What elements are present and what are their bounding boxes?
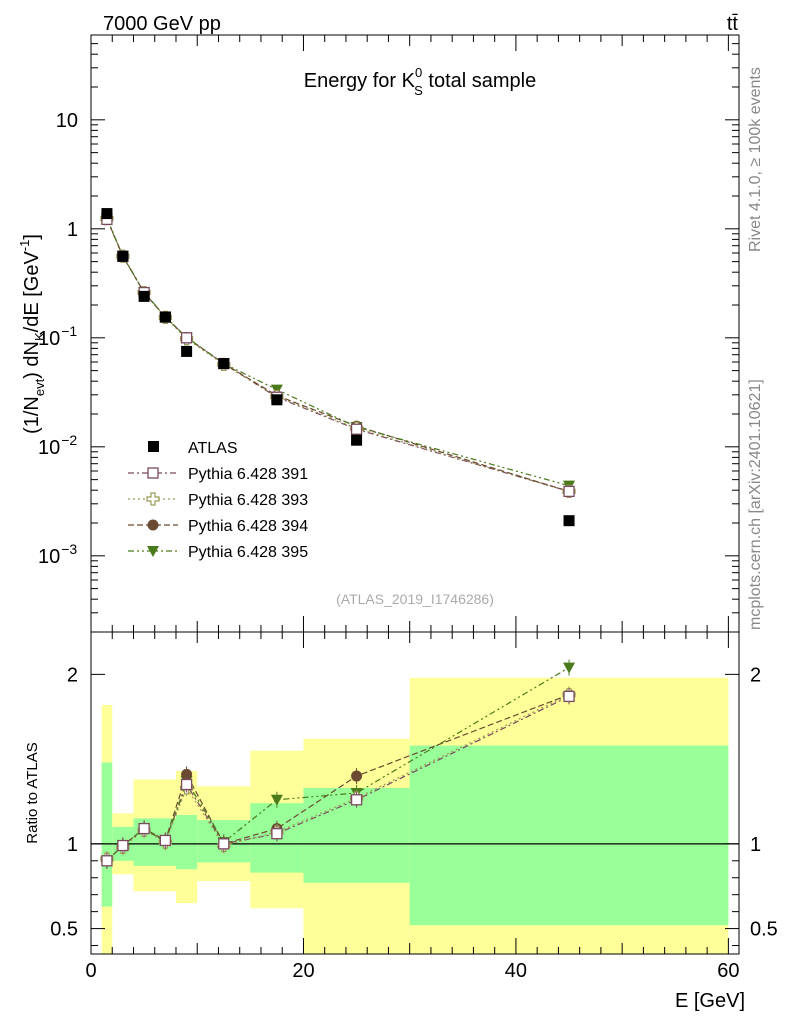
ratio-point-pythia-6-428-391-5 xyxy=(218,838,230,850)
xaxis-label: E [GeV] xyxy=(675,990,745,1012)
point-atlas-4 xyxy=(181,345,193,357)
ratio-panel: 0.5 0.51 12 20 20 40 60 Ratio to ATLAS E [GeV] xyxy=(24,631,778,1012)
ytick-label: 10−1 xyxy=(38,323,77,350)
point-atlas-1 xyxy=(117,250,129,262)
ratio-point-pythia-6-428-391-6 xyxy=(271,828,283,840)
ratio-ylabel: Ratio to ATLAS xyxy=(24,742,41,843)
point-atlas-3 xyxy=(159,311,171,323)
ratio-ytick-label-right: 0.5 xyxy=(750,919,778,941)
main-ytick-labels: 10 1 10−1 10−2 10−3 xyxy=(38,110,78,568)
series-line-pythia-6-428-394 xyxy=(106,218,570,492)
ratio-point-pythia-6-428-391-3 xyxy=(159,834,172,847)
ytick-label: 1 xyxy=(67,219,78,241)
ratio-point-pythia-6-428-391-7 xyxy=(350,794,363,806)
point-pythia-6-428-391-4 xyxy=(180,332,193,344)
ratio-point-pythia-6-428-394-7 xyxy=(351,770,363,782)
ratio-point-pythia-6-428-391-0 xyxy=(101,855,113,867)
ratio-tick-labels: 0.5 0.51 12 20 20 40 60 xyxy=(50,664,778,982)
process-label: tt̄ xyxy=(727,13,739,35)
legend-entry-atlas: ATLAS xyxy=(148,440,238,457)
xtick-label: 20 xyxy=(292,960,314,982)
ratio-ytick-label-left: 2 xyxy=(67,664,78,686)
legend-label-395: Pythia 6.428 395 xyxy=(188,544,308,561)
main-panel: 10 1 10−1 10−2 10−3 Energy for K0 S total sam… xyxy=(17,34,740,633)
ratio-line-pythia-6-428-393 xyxy=(106,694,570,860)
xtick-label: 60 xyxy=(717,960,739,982)
point-atlas-7 xyxy=(351,434,363,446)
legend-label-393: Pythia 6.428 393 xyxy=(188,492,308,509)
ratio-ticks xyxy=(90,632,739,954)
chart-title: Energy for K0 S total sample xyxy=(304,65,536,98)
legend-marker-atlas xyxy=(148,441,159,452)
point-atlas-2 xyxy=(138,290,150,302)
legend-label-391: Pythia 6.428 391 xyxy=(188,466,308,483)
ratio-point-pythia-6-428-391-1 xyxy=(117,839,129,852)
band-green-3 xyxy=(175,815,198,870)
legend-marker-395 xyxy=(147,546,159,557)
ratio-point-pythia-6-428-391-8 xyxy=(563,690,575,703)
legend-label-394: Pythia 6.428 394 xyxy=(188,518,308,535)
point-atlas-0 xyxy=(101,208,113,220)
ratio-ytick-label-right: 1 xyxy=(750,834,761,856)
legend-marker-391 xyxy=(147,467,159,479)
ytick-label: 10 xyxy=(56,110,78,132)
legend: ATLAS Pythia 6.428 391 Pythia 6.428 393 … xyxy=(128,440,308,561)
point-atlas-8 xyxy=(563,515,575,527)
main-data-layer xyxy=(100,208,576,527)
series-line-pythia-6-428-393 xyxy=(106,218,570,492)
ratio-data-layer xyxy=(100,659,576,869)
point-pythia-6-428-391-8 xyxy=(563,485,575,498)
legend-marker-393 xyxy=(146,492,160,506)
series-line-pythia-6-428-395 xyxy=(106,218,570,487)
ratio-point-pythia-6-428-391-4 xyxy=(180,778,193,791)
ratio-point-pythia-6-428-394-4 xyxy=(181,768,193,780)
point-pythia-6-428-391-7 xyxy=(350,423,363,435)
series-line-pythia-6-428-391 xyxy=(106,219,570,492)
main-ticks xyxy=(90,34,739,633)
xtick-label: 0 xyxy=(85,960,96,982)
mcplots-label: mcplots.cern.ch [arXiv:2401.10621] xyxy=(747,379,764,630)
ytick-label: 10−2 xyxy=(38,432,77,459)
xtick-label: 40 xyxy=(505,960,527,982)
rivet-label: Rivet 4.1.0, ≥ 100k events xyxy=(747,67,764,252)
energy-label: 7000 GeV pp xyxy=(103,13,221,35)
band-green-0 xyxy=(101,762,113,907)
ratio-frame xyxy=(90,631,740,955)
legend-entry-391: Pythia 6.428 391 xyxy=(128,466,308,483)
point-atlas-5 xyxy=(218,358,230,370)
ratio-bands xyxy=(91,677,739,954)
ratio-point-pythia-6-428-395-6 xyxy=(270,794,283,806)
ratio-ytick-label-right: 2 xyxy=(750,664,761,686)
main-ylabel: (1/Nevt) dNK/dE [GeV-1] xyxy=(17,234,47,434)
analysis-watermark: (ATLAS_2019_I1746286) xyxy=(336,591,494,607)
legend-entry-395: Pythia 6.428 395 xyxy=(128,544,308,561)
ratio-line-pythia-6-428-394 xyxy=(106,694,570,862)
legend-entry-393: Pythia 6.428 393 xyxy=(128,492,308,509)
ytick-label: 10−3 xyxy=(38,541,77,568)
point-atlas-6 xyxy=(271,394,283,406)
legend-label-atlas: ATLAS xyxy=(188,440,238,457)
ratio-ytick-label-left: 1 xyxy=(67,834,78,856)
legend-entry-394: Pythia 6.428 394 xyxy=(128,518,308,535)
legend-marker-394 xyxy=(147,519,159,531)
ratio-point-pythia-6-428-391-2 xyxy=(138,822,150,835)
ratio-point-pythia-6-428-395-8 xyxy=(563,662,576,674)
ratio-ytick-label-left: 0.5 xyxy=(50,919,78,941)
band-green-7 xyxy=(409,745,729,926)
